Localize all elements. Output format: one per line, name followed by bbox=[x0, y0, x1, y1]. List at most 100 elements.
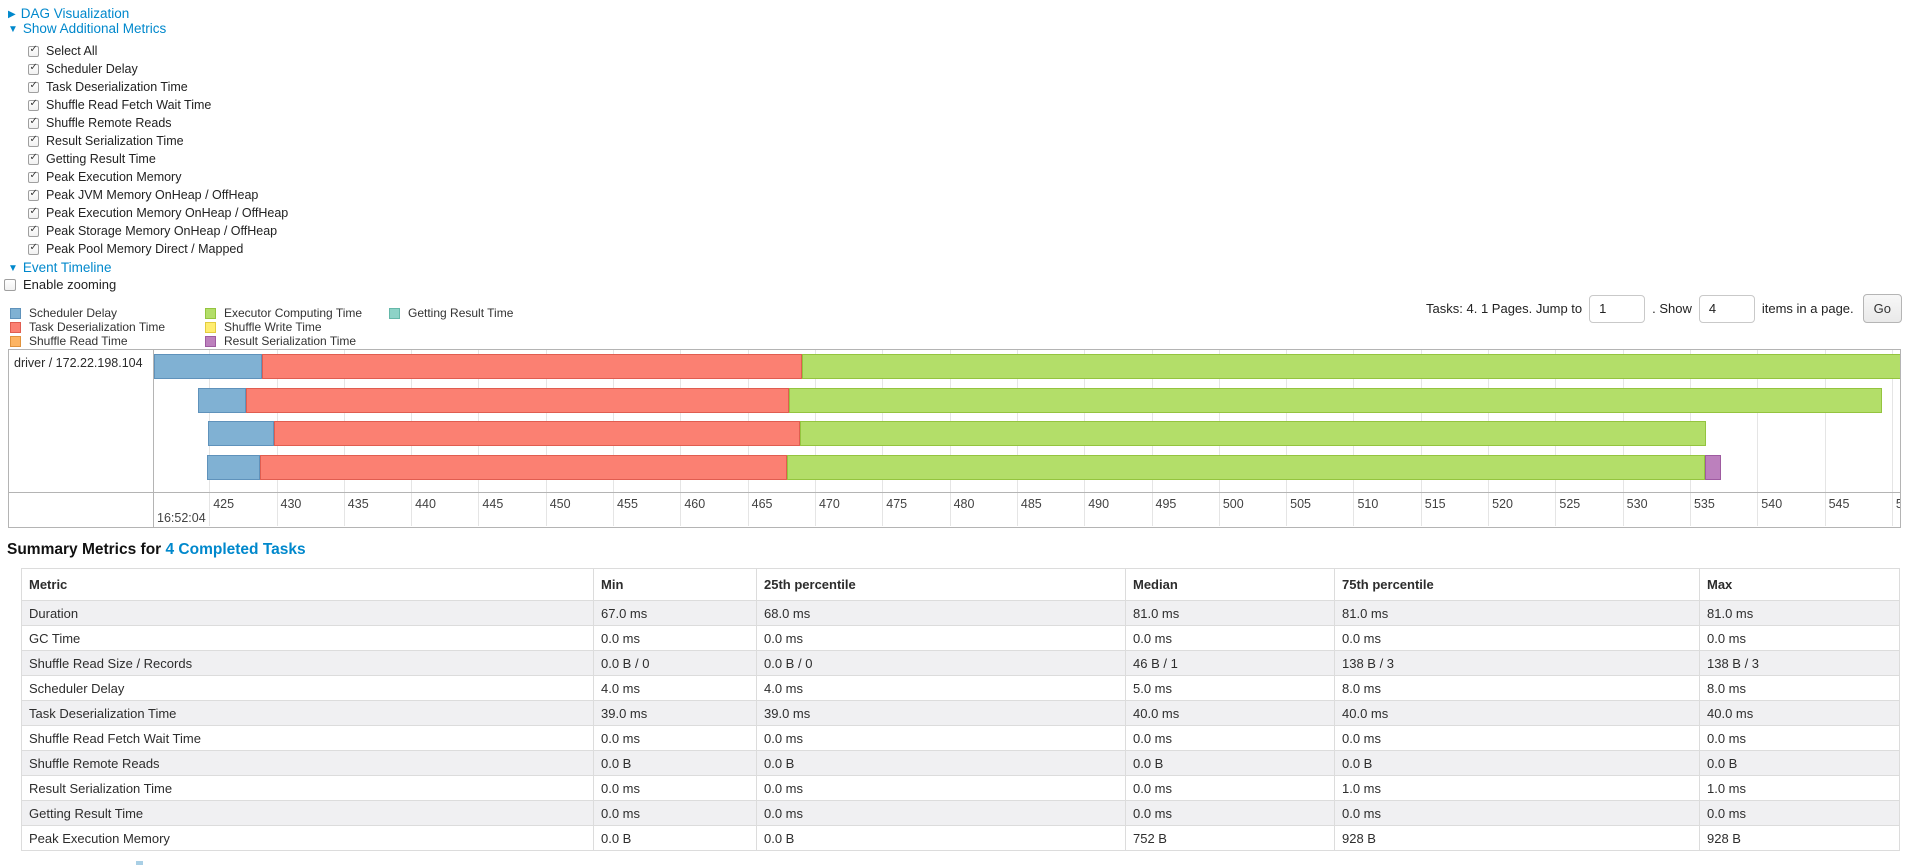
axis-tick-label: 530 bbox=[1626, 497, 1648, 511]
table-header-cell[interactable]: 25th percentile bbox=[756, 568, 1126, 601]
checked-checkbox[interactable] bbox=[28, 134, 39, 147]
axis-tick bbox=[411, 493, 413, 526]
timeline-plot-area[interactable]: 425 430 435 440 445 450 455 460 465 470 475 480 485 4… bbox=[154, 350, 1900, 527]
metric-checkbox-row[interactable]: Shuffle Read Fetch Wait Time bbox=[28, 98, 211, 112]
metric-name-cell: Peak Execution Memory bbox=[21, 825, 594, 851]
task-bar-scheduler-delay[interactable] bbox=[206, 455, 261, 480]
axis-tick bbox=[343, 493, 345, 526]
show-additional-metrics-toggle[interactable]: ▼ Show Additional Metrics bbox=[8, 21, 166, 36]
metric-checkbox-row[interactable]: Peak Pool Memory Direct / Mapped bbox=[28, 242, 243, 256]
checked-checkbox[interactable] bbox=[28, 206, 39, 219]
metric-value-cell: 1.0 ms bbox=[1334, 775, 1700, 801]
table-header-cell[interactable]: Metric bbox=[21, 568, 594, 601]
getting-result-color-swatch bbox=[389, 307, 400, 319]
metric-checkbox-row[interactable]: Getting Result Time bbox=[28, 152, 156, 166]
checked-checkbox[interactable] bbox=[28, 170, 39, 183]
metric-checkbox-row[interactable]: Select All bbox=[28, 44, 97, 58]
axis-tick bbox=[747, 493, 749, 526]
checked-checkbox[interactable] bbox=[28, 80, 39, 93]
metric-value-cell: 0.0 ms bbox=[756, 775, 1126, 801]
task-deserialization-color-swatch bbox=[10, 321, 21, 333]
metric-value-cell: 0.0 ms bbox=[593, 800, 757, 826]
metric-checkbox-label: Scheduler Delay bbox=[46, 62, 138, 76]
task-bar-executor-computing[interactable] bbox=[786, 455, 1705, 480]
axis-tick bbox=[814, 493, 816, 526]
axis-tick-label: 430 bbox=[280, 497, 302, 511]
table-header-cell[interactable]: 75th percentile bbox=[1334, 568, 1700, 601]
legend-label: Shuffle Write Time bbox=[224, 320, 322, 334]
metric-checkbox-row[interactable]: Result Serialization Time bbox=[28, 134, 184, 148]
checked-checkbox[interactable] bbox=[28, 152, 39, 165]
table-header-cell[interactable]: Median bbox=[1125, 568, 1335, 601]
legend-item: Result Serialization Time bbox=[205, 334, 356, 348]
axis-tick bbox=[478, 493, 480, 526]
axis-tick bbox=[209, 493, 211, 526]
jump-to-page-input[interactable] bbox=[1589, 294, 1646, 323]
checked-checkbox[interactable] bbox=[28, 242, 39, 255]
axis-tick-label: 540 bbox=[1761, 497, 1783, 511]
dag-visualization-toggle[interactable]: ▶ DAG Visualization bbox=[8, 6, 129, 21]
metric-checkbox-row[interactable]: Scheduler Delay bbox=[28, 62, 138, 76]
checked-checkbox[interactable] bbox=[28, 224, 39, 237]
task-bar-task-deserialization[interactable] bbox=[261, 354, 802, 379]
checked-checkbox[interactable] bbox=[28, 62, 39, 75]
axis-tick bbox=[276, 493, 278, 526]
task-bar-scheduler-delay[interactable] bbox=[207, 421, 274, 446]
metric-value-cell: 0.0 B bbox=[1334, 750, 1700, 776]
task-bar-task-deserialization[interactable] bbox=[260, 455, 787, 480]
executor-computing-color-swatch bbox=[205, 307, 216, 319]
go-button[interactable]: Go bbox=[1862, 294, 1902, 323]
metric-checkbox-label: Select All bbox=[46, 44, 98, 58]
enable-zooming-checkbox[interactable] bbox=[4, 278, 16, 291]
checked-checkbox[interactable] bbox=[28, 44, 39, 57]
legend-label: Result Serialization Time bbox=[224, 334, 357, 348]
metric-checkbox-row[interactable]: Peak Execution Memory bbox=[28, 170, 181, 184]
metric-value-cell: 81.0 ms bbox=[1125, 600, 1335, 626]
task-bar-scheduler-delay[interactable] bbox=[154, 354, 262, 379]
task-bar-task-deserialization[interactable] bbox=[245, 388, 790, 413]
axis-tick-label: 440 bbox=[415, 497, 436, 511]
task-bar-result-serialization[interactable] bbox=[1704, 455, 1721, 480]
task-bar-task-deserialization[interactable] bbox=[273, 421, 801, 446]
gridline bbox=[1824, 350, 1826, 492]
metric-value-cell: 928 B bbox=[1699, 825, 1900, 851]
table-row: Task Deserialization Time 39.0 ms 39.0 ms 4… bbox=[21, 700, 1900, 726]
checked-checkbox[interactable] bbox=[28, 188, 39, 201]
checked-checkbox[interactable] bbox=[28, 98, 39, 111]
metric-name-cell: Shuffle Remote Reads bbox=[21, 750, 594, 776]
metric-checkbox-label: Peak Execution Memory bbox=[46, 170, 182, 184]
axis-tick-label: 550 bbox=[1895, 497, 1900, 511]
table-row: Shuffle Remote Reads 0.0 B 0.0 B 0.0 B 0.0 B… bbox=[21, 750, 1900, 776]
task-bar-executor-computing[interactable] bbox=[800, 421, 1707, 446]
metric-checkbox-row[interactable]: Shuffle Remote Reads bbox=[28, 116, 172, 130]
items-per-page-input[interactable] bbox=[1698, 294, 1755, 323]
table-header-cell[interactable]: Max bbox=[1699, 568, 1900, 601]
table-row: Duration 67.0 ms 68.0 ms 81.0 ms 81.0 ms 81.0… bbox=[21, 600, 1900, 626]
metric-value-cell: 0.0 B bbox=[593, 825, 757, 851]
task-bar-scheduler-delay[interactable] bbox=[198, 388, 246, 413]
task-bar-executor-computing[interactable] bbox=[789, 388, 1883, 413]
table-header-cell[interactable]: Min bbox=[593, 568, 757, 601]
metric-value-cell: 0.0 ms bbox=[593, 725, 757, 751]
checked-checkbox[interactable] bbox=[28, 116, 39, 129]
metric-checkbox-row[interactable]: Task Deserialization Time bbox=[28, 80, 188, 94]
metric-checkbox-row[interactable]: Peak Execution Memory OnHeap / OffHeap bbox=[28, 206, 288, 220]
metric-value-cell: 67.0 ms bbox=[593, 600, 757, 626]
metric-checkbox-label: Shuffle Read Fetch Wait Time bbox=[46, 98, 212, 112]
completed-tasks-link[interactable]: 4 Completed Tasks bbox=[165, 541, 306, 558]
axis-tick-label: 465 bbox=[751, 497, 773, 511]
axis-tick-label: 460 bbox=[684, 497, 706, 511]
metric-value-cell: 0.0 ms bbox=[1334, 800, 1700, 826]
event-timeline-toggle[interactable]: ▼ Event Timeline bbox=[8, 260, 111, 275]
enable-zooming-row[interactable]: Enable zooming bbox=[4, 277, 116, 292]
task-bar-executor-computing[interactable] bbox=[801, 354, 1900, 379]
chevron-down-icon: ▼ bbox=[8, 24, 18, 35]
metric-value-cell: 0.0 ms bbox=[1699, 625, 1900, 651]
metric-checkbox-row[interactable]: Peak JVM Memory OnHeap / OffHeap bbox=[28, 188, 258, 202]
axis-tick bbox=[1420, 493, 1422, 526]
axis-tick-label: 500 bbox=[1222, 497, 1244, 511]
metric-value-cell: 752 B bbox=[1125, 825, 1335, 851]
metric-checkbox-row[interactable]: Peak Storage Memory OnHeap / OffHeap bbox=[28, 224, 277, 238]
table-row: Result Serialization Time 0.0 ms 0.0 ms 0.0… bbox=[21, 775, 1900, 801]
show-additional-metrics-label: Show Additional Metrics bbox=[22, 21, 167, 36]
